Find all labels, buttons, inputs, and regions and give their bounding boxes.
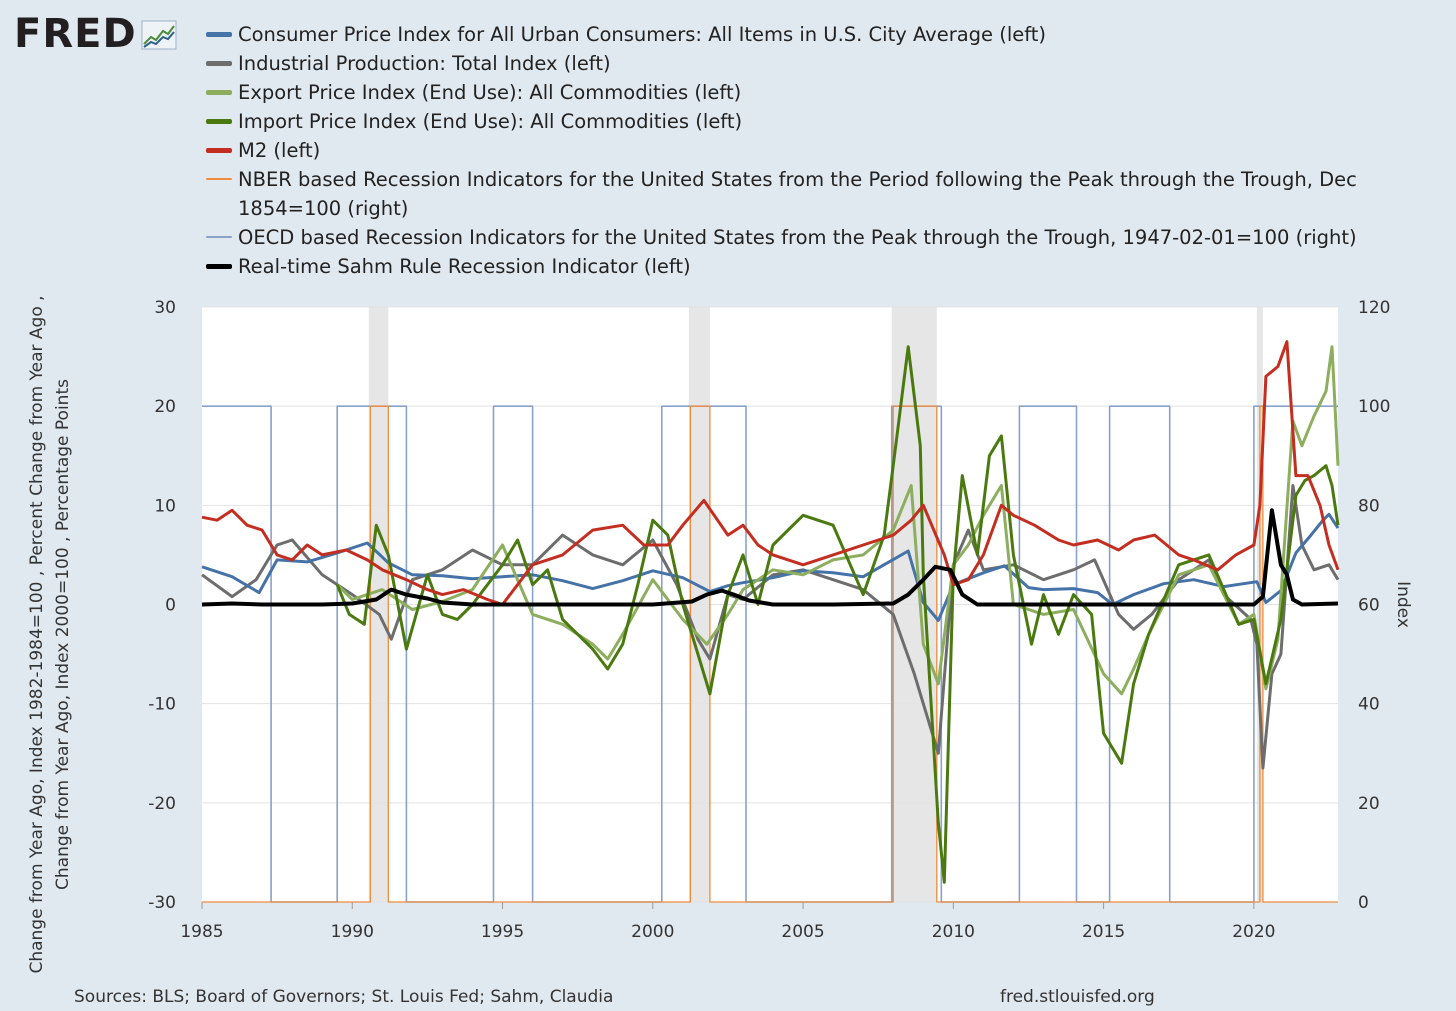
y2-tick-label: 0 xyxy=(1358,893,1369,913)
legend-swatch xyxy=(206,136,238,165)
series-line-4 xyxy=(201,340,1340,606)
y2-axis-title: Index xyxy=(1393,581,1413,628)
x-tick-label: 1985 xyxy=(180,922,223,942)
y-tick-label: -20 xyxy=(148,794,176,814)
series-line-5 xyxy=(202,405,1338,903)
y-tick-label: 0 xyxy=(165,596,176,616)
legend-label: Import Price Index (End Use): All Commod… xyxy=(238,110,743,133)
legend-entry[interactable]: Consumer Price Index for All Urban Consu… xyxy=(206,20,1446,49)
y2-tick-label: 20 xyxy=(1358,794,1380,814)
y2-tick-label: 100 xyxy=(1358,397,1390,417)
legend-swatch xyxy=(206,107,238,136)
legend-entry[interactable]: Industrial Production: Total Index (left… xyxy=(206,49,1446,78)
y-tick-label: 20 xyxy=(154,397,176,417)
y-tick-label: -30 xyxy=(148,893,176,913)
legend-swatch xyxy=(206,20,238,49)
fred-logo: FRED xyxy=(14,12,177,56)
legend-label: Industrial Production: Total Index (left… xyxy=(238,52,611,75)
legend-entry[interactable]: M2 (left) xyxy=(206,136,1446,165)
legend-entry[interactable]: Real-time Sahm Rule Recession Indicator … xyxy=(206,252,1446,281)
y-axis-title-line: Change from Year Ago, Index 2000=100 , P… xyxy=(53,379,73,890)
series-line-7 xyxy=(201,508,1339,607)
y2-tick-label: 40 xyxy=(1358,695,1380,715)
chart-legend: Consumer Price Index for All Urban Consu… xyxy=(206,20,1446,281)
x-tick-label: 1995 xyxy=(481,922,524,942)
y2-tick-label: 60 xyxy=(1358,596,1380,616)
fred-logo-text: FRED xyxy=(14,11,137,57)
legend-entry[interactable]: OECD based Recession Indicators for the … xyxy=(206,223,1446,252)
y2-tick-label: 80 xyxy=(1358,496,1380,516)
x-tick-label: 2015 xyxy=(1082,922,1125,942)
y-axis-title-line: Change from Year Ago, Index 1982-1984=10… xyxy=(27,295,47,973)
x-tick-label: 2010 xyxy=(932,922,975,942)
legend-label: Real-time Sahm Rule Recession Indicator … xyxy=(238,255,691,278)
legend-label: Export Price Index (End Use): All Commod… xyxy=(238,81,742,104)
series-line-0 xyxy=(201,512,1340,622)
y-tick-label: 10 xyxy=(154,496,176,516)
legend-swatch xyxy=(206,165,238,194)
y-tick-label: -10 xyxy=(148,695,176,715)
legend-swatch xyxy=(206,223,238,252)
legend-label: M2 (left) xyxy=(238,139,321,162)
site-url-text: fred.stlouisfed.org xyxy=(1000,987,1155,1007)
legend-swatch xyxy=(206,49,238,78)
legend-entry[interactable]: Import Price Index (End Use): All Commod… xyxy=(206,107,1446,136)
legend-swatch xyxy=(206,78,238,107)
x-tick-label: 1990 xyxy=(331,922,374,942)
line-chart-icon xyxy=(141,20,177,50)
x-tick-label: 2000 xyxy=(631,922,674,942)
legend-entry[interactable]: Export Price Index (End Use): All Commod… xyxy=(206,78,1446,107)
y-tick-label: 30 xyxy=(154,298,176,318)
x-tick-label: 2005 xyxy=(781,922,824,942)
legend-label: NBER based Recession Indicators for the … xyxy=(238,168,1357,220)
sources-text: Sources: BLS; Board of Governors; St. Lo… xyxy=(74,987,614,1007)
legend-swatch xyxy=(206,252,238,281)
y2-tick-label: 120 xyxy=(1358,298,1390,318)
legend-label: OECD based Recession Indicators for the … xyxy=(238,226,1357,249)
legend-label: Consumer Price Index for All Urban Consu… xyxy=(238,23,1047,46)
legend-entry[interactable]: NBER based Recession Indicators for the … xyxy=(206,165,1446,223)
series-line-3 xyxy=(335,345,1340,884)
x-tick-label: 2020 xyxy=(1232,922,1275,942)
